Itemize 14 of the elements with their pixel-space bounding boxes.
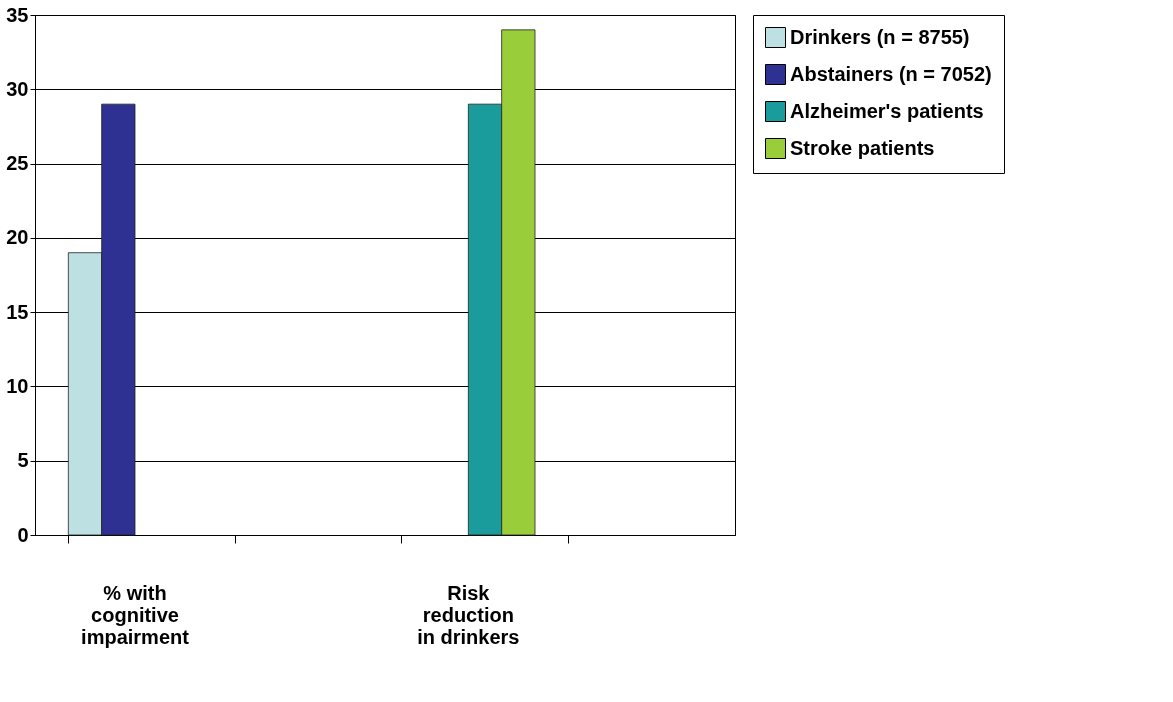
y-tick-label: 25 [6,152,29,175]
y-tick-label: 15 [6,300,29,323]
legend-label: Stroke patients [790,136,935,159]
y-tick-label: 30 [6,77,29,100]
y-tick-label: 10 [6,374,29,397]
y-tick-label: 35 [6,3,29,26]
x-tick-label: % with cognitive impairment [81,581,190,648]
legend-label: Alzheimer's patients [790,99,984,122]
legend-label: Abstainers (n = 7052) [790,62,992,85]
y-tick-label: 20 [6,226,29,249]
y-tick-label: 5 [17,449,29,472]
legend-label: Drinkers (n = 8755) [790,25,970,48]
y-tick-label: 0 [17,523,29,546]
x-tick-label: Risk reduction in drinkers [417,581,520,648]
